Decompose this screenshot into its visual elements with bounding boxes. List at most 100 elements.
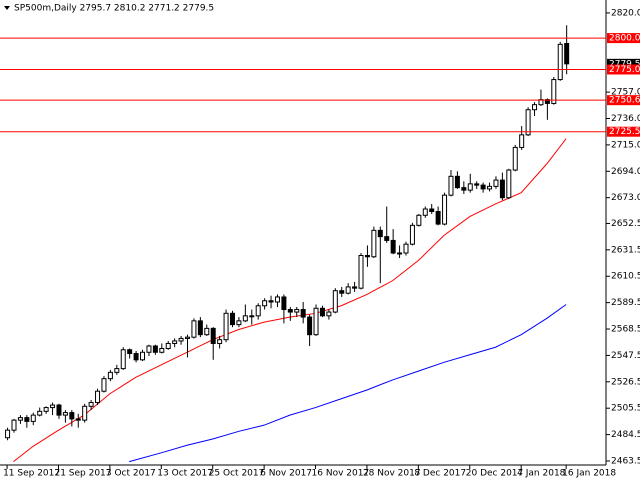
- candle-body: [403, 243, 409, 254]
- level-label: 2750.6: [609, 96, 640, 106]
- chart-title: SP500m,Daily 2795.7 2810.2 2771.2 2779.5: [14, 4, 214, 14]
- candle-body: [442, 194, 448, 225]
- candle-body: [294, 309, 300, 313]
- candle-body: [487, 185, 493, 190]
- candle-body: [43, 407, 49, 412]
- candle-body: [544, 99, 550, 104]
- candle-body: [37, 410, 43, 416]
- y-tick-label: 2589.5: [611, 298, 640, 308]
- candle-body: [249, 315, 255, 318]
- candle-body: [274, 296, 280, 303]
- candle-body: [178, 337, 184, 342]
- y-tick-label: 2610.5: [611, 272, 640, 282]
- level-label-box: [607, 95, 640, 106]
- y-tick-label: 2694.0: [611, 167, 640, 177]
- candle-body: [185, 336, 191, 339]
- candle-body: [95, 390, 101, 404]
- candle-body: [339, 290, 345, 294]
- candle-body: [525, 109, 531, 136]
- candle-body: [82, 405, 88, 421]
- level-label-box: [607, 33, 640, 44]
- candle-body: [358, 254, 364, 289]
- level-label: 2775.0: [609, 65, 640, 75]
- y-tick-label: 2736.0: [611, 114, 640, 124]
- y-tick-label: 2820.0: [611, 8, 640, 18]
- x-tick-label: 6 Nov 2017: [260, 469, 312, 479]
- candle-body: [384, 236, 390, 241]
- candle-body: [461, 187, 467, 191]
- x-tick-label: 21 Sep 2017: [54, 469, 111, 479]
- candle-body: [268, 300, 274, 303]
- y-tick-label: 2484.5: [611, 430, 640, 440]
- candle-body: [262, 300, 268, 307]
- candle-body: [229, 312, 235, 326]
- candle-body: [499, 179, 505, 199]
- candle-body: [390, 239, 396, 254]
- candle-body: [50, 404, 56, 409]
- x-tick-label: 16 Nov 2017: [312, 469, 370, 479]
- candle-body: [69, 412, 75, 420]
- candle-body: [480, 184, 486, 190]
- x-tick-label: 11 Sep 2017: [3, 469, 60, 479]
- candle-body: [197, 320, 203, 336]
- candle-body: [435, 211, 441, 225]
- candle-body: [62, 412, 68, 416]
- moving-average-line: [13, 138, 567, 463]
- last-price-box: [607, 58, 640, 69]
- candle-body: [30, 414, 36, 422]
- candle-body: [454, 175, 460, 189]
- candle-body: [429, 208, 435, 213]
- candle-body: [422, 208, 428, 216]
- candle-body: [397, 252, 403, 255]
- x-tick-label: 25 Oct 2017: [209, 469, 265, 479]
- candle-body: [56, 404, 62, 416]
- candle-body: [345, 286, 351, 294]
- x-tick-label: 4 Jan 2018: [517, 469, 565, 479]
- y-tick-label: 2673.0: [611, 193, 640, 203]
- x-tick-label: 28 Nov 2017: [363, 469, 421, 479]
- candle-body: [532, 104, 538, 111]
- candle-body: [140, 351, 146, 361]
- candle-body: [409, 224, 415, 245]
- candle-body: [127, 349, 133, 355]
- level-label: 2800.0: [609, 34, 640, 44]
- last-price-label: 2779.5: [609, 59, 640, 69]
- candle-body: [204, 327, 210, 336]
- candle-body: [242, 315, 248, 322]
- candle-body: [551, 79, 557, 104]
- moving-average-line: [129, 304, 567, 463]
- candle-body: [133, 353, 139, 361]
- candle-body: [448, 175, 454, 196]
- candle-body: [313, 307, 319, 336]
- candle-body: [11, 419, 17, 431]
- y-tick-label: 2526.5: [611, 377, 640, 387]
- candle-body: [319, 307, 325, 317]
- x-tick-label: 13 Oct 2017: [157, 469, 213, 479]
- y-tick-label: 2505.5: [611, 404, 640, 414]
- y-tick-label: 2715.0: [611, 140, 640, 150]
- y-tick-label: 2568.5: [611, 325, 640, 335]
- y-tick-label: 2547.5: [611, 351, 640, 361]
- candle-body: [506, 169, 512, 199]
- x-tick-label: 20 Dec 2017: [466, 469, 524, 479]
- candle-body: [564, 42, 570, 65]
- candle-body: [326, 311, 332, 317]
- level-label-box: [607, 126, 640, 137]
- candle-body: [512, 146, 518, 171]
- candle-body: [114, 368, 120, 373]
- candle-body: [75, 418, 81, 421]
- candle-body: [300, 309, 306, 318]
- candle-body: [332, 290, 338, 313]
- candle-body: [352, 286, 358, 289]
- candle-body: [416, 214, 422, 226]
- candle-body: [159, 347, 165, 353]
- candle-body: [101, 378, 107, 392]
- candle-body: [467, 183, 473, 191]
- candle-body: [88, 402, 94, 407]
- candle-body: [165, 342, 171, 349]
- x-tick-label: 16 Jan 2018: [562, 469, 616, 479]
- symbol-icon: [4, 6, 10, 10]
- candle-body: [371, 229, 377, 258]
- x-tick-label: 3 Oct 2017: [106, 469, 156, 479]
